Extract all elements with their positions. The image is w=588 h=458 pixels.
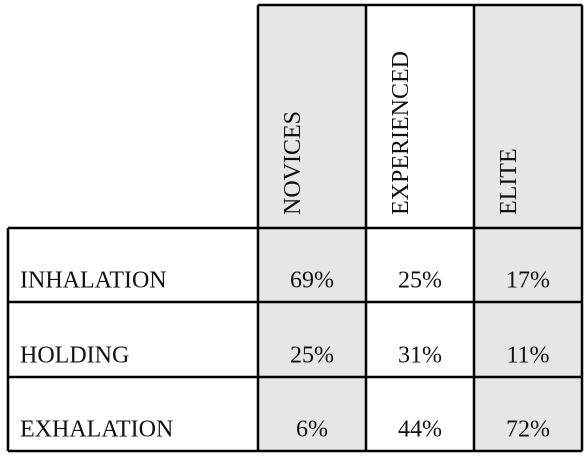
cell-value: 11% (506, 343, 549, 369)
row-label: INHALATION (20, 268, 167, 294)
cell-value: 72% (506, 417, 550, 443)
cell-value: 25% (290, 343, 334, 369)
cell-value: 25% (398, 268, 442, 294)
cell-value: 69% (290, 268, 334, 294)
column-header: NOVICES (280, 111, 306, 215)
cell-value: 31% (398, 343, 442, 369)
column-header: EXPERIENCED (388, 51, 414, 215)
cell-value: 6% (296, 417, 328, 443)
row-label: HOLDING (20, 343, 129, 369)
row-label: EXHALATION (20, 417, 173, 443)
cell-value: 17% (506, 268, 550, 294)
column-header: ELITE (496, 148, 522, 215)
cell-value: 44% (398, 417, 442, 443)
